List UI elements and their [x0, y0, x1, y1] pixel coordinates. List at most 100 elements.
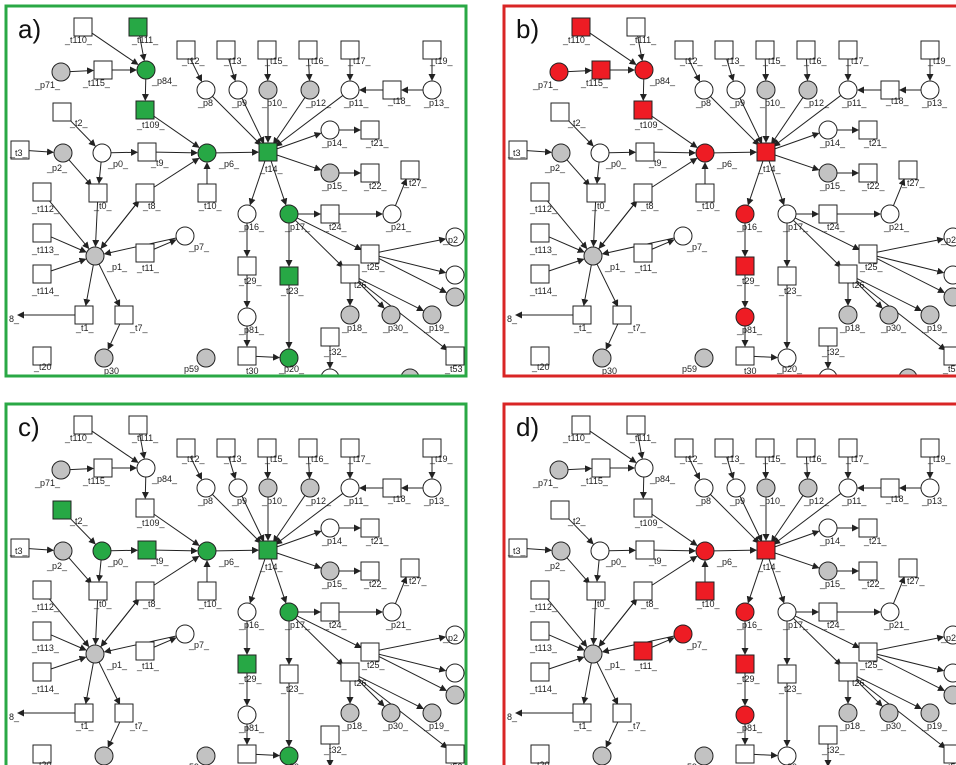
arc-p0-t0: [594, 161, 602, 185]
transition-t113: [530, 621, 550, 641]
place-p84: [136, 60, 156, 80]
label-p30b: _p30_: [382, 721, 409, 731]
arc-p8-t14: [212, 96, 262, 146]
place-p12: [300, 80, 320, 100]
transition-t12: [176, 438, 196, 458]
transition-t19: [920, 40, 940, 60]
place-p84: [634, 458, 654, 478]
transition-t23: [279, 266, 299, 286]
label-t22: _t22_: [363, 579, 388, 589]
arc-t8-p6: [650, 157, 698, 189]
label-t2: _t2_: [69, 118, 89, 128]
label-t1: _t1_: [573, 721, 593, 731]
transition-t14: [258, 540, 278, 560]
arc-t109-p6: [650, 114, 698, 148]
label-p6: _p6_: [716, 159, 738, 169]
transition-t29: [735, 654, 755, 674]
label-t18: _t18_: [387, 96, 412, 106]
label-t110: _t110_: [64, 433, 93, 443]
label-p20: _p20_: [776, 364, 803, 374]
place-p30b: [879, 703, 899, 723]
label-p21: _p21_: [385, 222, 412, 232]
transition-t112: [530, 580, 550, 600]
arc-p1-t7: [98, 263, 121, 307]
place-p21: [880, 602, 900, 622]
label-p30: p30: [602, 366, 617, 376]
transition-t29: [735, 256, 755, 276]
label-t112: _t112_: [31, 204, 60, 214]
label-t19: _t19_: [429, 56, 454, 66]
label-t112: _t112_: [529, 204, 558, 214]
label-t115: _t115_: [82, 476, 111, 486]
arc-t3-p2: [28, 546, 55, 554]
transition-t0: [88, 183, 108, 203]
transition-t19: [920, 438, 940, 458]
label-t10: _t10_: [198, 201, 223, 211]
label-p7: _p7_: [686, 242, 708, 252]
label-p84: _p84_: [151, 474, 178, 484]
transition-t110: [571, 17, 591, 37]
label-t12: _t12_: [181, 454, 206, 464]
label-p13: _p13_: [423, 496, 450, 506]
transition-t53: [445, 744, 465, 764]
label-p71: _p71_: [34, 478, 61, 488]
transition-t113: [32, 223, 52, 243]
transition-t25: [858, 244, 878, 264]
place-p12: [798, 478, 818, 498]
arc-t111-p84: [637, 35, 645, 62]
place-p20: [279, 348, 299, 368]
arc-t3-p2: [28, 148, 55, 156]
arc-p6-t14: [713, 148, 758, 156]
label-p21: _p21_: [385, 620, 412, 630]
label-t24: _t24_: [323, 222, 348, 232]
arc-t12-p8: [687, 57, 700, 82]
place-p18: [340, 305, 360, 325]
place-p7: [175, 226, 195, 246]
place-p6: [695, 143, 715, 163]
label-t10: _t10_: [696, 201, 721, 211]
label-t113: _t113_: [529, 643, 558, 653]
transition-t22: [858, 163, 878, 183]
transition-t20: [32, 744, 52, 764]
arc-t25-pR2: [377, 257, 447, 293]
transition-t20: [530, 744, 550, 764]
arc-p17-t25: [296, 217, 362, 251]
label-t0: _t0_: [93, 201, 113, 211]
place-p16: [237, 602, 257, 622]
place-p12: [300, 478, 320, 498]
label-p16: _p16_: [736, 620, 763, 630]
label-t14: _t14_: [757, 164, 782, 174]
arc-t8-p6: [152, 555, 200, 587]
label-p15: _p15_: [321, 579, 348, 589]
place-p30b: [381, 703, 401, 723]
label-t32: _t32_: [323, 745, 348, 755]
panel-frame-d: [502, 402, 956, 765]
label-p30b: _p30_: [880, 323, 907, 333]
arc-p0-t9: [608, 148, 637, 156]
arc-t25-pR2: [875, 655, 945, 691]
transition-t114: [32, 662, 52, 682]
arc-t114-p1: [50, 655, 87, 670]
label-p1: _p1_: [604, 262, 626, 272]
place-p22: [943, 227, 956, 247]
label-t23: _t23_: [778, 684, 803, 694]
label-t2: _t2_: [567, 516, 587, 526]
transition-t26: [838, 264, 858, 284]
label-t16: _t16_: [803, 56, 828, 66]
transition-t115: [591, 60, 611, 80]
transition-t53: [445, 346, 465, 366]
arc-t13-p9: [726, 58, 735, 82]
place-p8: [196, 478, 216, 498]
label-t13: _t13_: [721, 56, 746, 66]
transition-t111: [128, 415, 148, 435]
transition-t2: [52, 102, 72, 122]
place-p9: [726, 478, 746, 498]
label-t112: _t112_: [529, 602, 558, 612]
arc-t25-pR1: [378, 653, 447, 673]
label-p20: _p20_: [776, 762, 803, 765]
arc-p0-t9: [608, 546, 637, 554]
label-p0: _p0_: [107, 159, 129, 169]
arc-t7-p30: [605, 322, 619, 350]
place-pR1: [943, 265, 956, 285]
